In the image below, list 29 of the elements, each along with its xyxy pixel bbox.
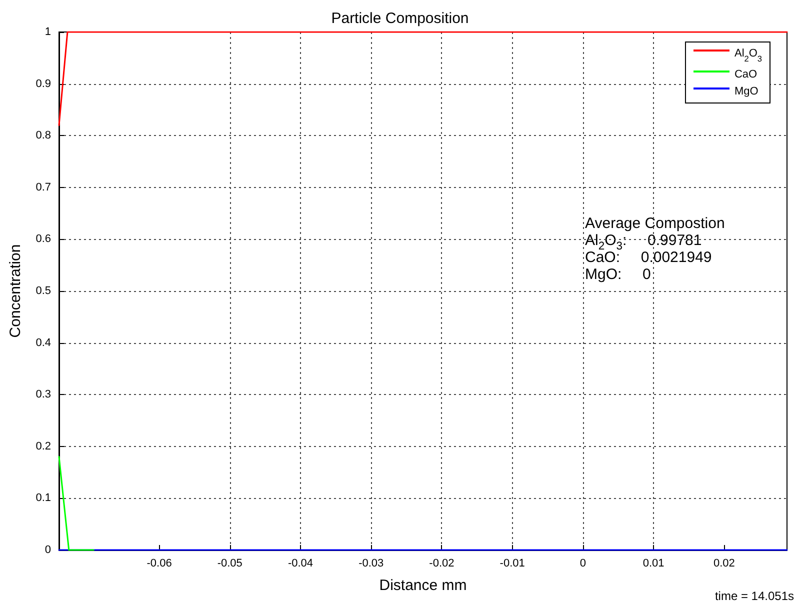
y-tick-label: 0 <box>44 544 51 556</box>
y-tick-label: 0.5 <box>36 285 51 297</box>
x-tick-label: 0.01 <box>642 558 664 570</box>
annotation: CaO: 0.0021949 <box>585 249 712 266</box>
legend-label: CaO <box>734 68 758 80</box>
x-tick-label: -0.02 <box>429 558 454 570</box>
y-tick-label: 0.8 <box>36 130 51 142</box>
y-tick-label: 0.9 <box>36 78 51 90</box>
x-tick-label: -0.04 <box>288 558 314 570</box>
y-axis-title: Concentration <box>7 244 24 338</box>
y-tick-label: 0.4 <box>36 336 51 349</box>
y-tick-label: 1 <box>44 26 51 38</box>
x-tick-label: 0 <box>580 558 586 570</box>
x-tick-label: -0.05 <box>217 558 242 570</box>
x-axis-title: Distance mm <box>379 577 467 594</box>
x-tick-label: -0.03 <box>358 558 384 570</box>
y-tick-label: 0.1 <box>36 492 51 504</box>
x-tick-label: -0.06 <box>146 558 172 570</box>
x-tick-label: 0.02 <box>713 558 735 570</box>
annotation: Average Compostion <box>585 215 725 232</box>
y-tick-label: 0.7 <box>36 181 51 194</box>
y-tick-label: 0.3 <box>36 388 51 401</box>
x-tick-label: -0.01 <box>500 558 525 570</box>
text: time = 14.051s <box>714 589 794 603</box>
annotation: MgO: 0 <box>585 266 651 283</box>
y-tick-label: 0.2 <box>36 440 51 452</box>
legend-label: MgO <box>734 86 759 98</box>
chart-title: Particle Composition <box>331 10 469 27</box>
y-tick-label: 0.6 <box>36 233 51 246</box>
